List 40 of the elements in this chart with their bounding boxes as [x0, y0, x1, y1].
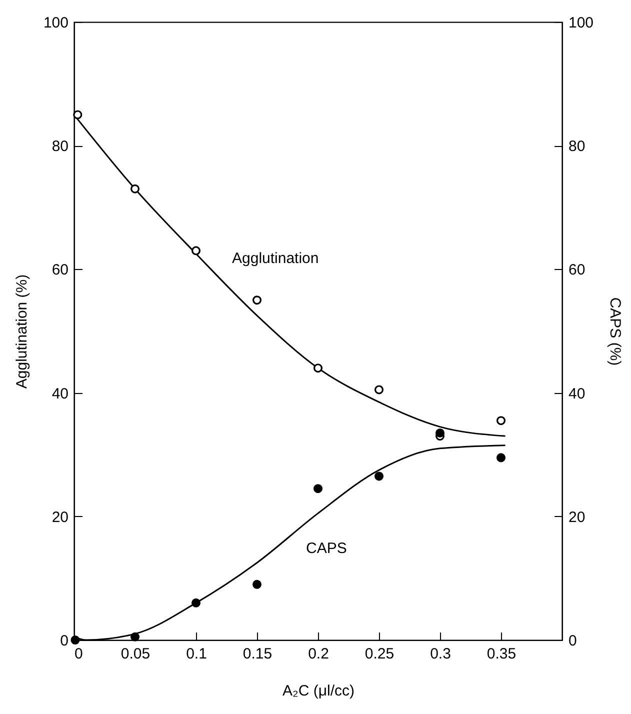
point [496, 416, 506, 426]
y2-tick-label: 0 [568, 632, 577, 650]
point [191, 246, 201, 256]
x-tick-label: 0.15 [242, 646, 272, 662]
y-tick-label: 100 [43, 14, 68, 32]
point [73, 110, 82, 120]
y2-tick-label: 20 [568, 508, 586, 526]
point [70, 636, 80, 644]
point [252, 296, 262, 305]
x-tick-label: 0.05 [120, 646, 150, 662]
point [252, 580, 262, 589]
y2-axis-title: CAPS (%) [606, 297, 624, 366]
y2-tick-label: 100 [568, 14, 594, 32]
y-tick-label: 20 [52, 508, 68, 526]
x-tick-label: 0.2 [308, 646, 329, 662]
point [130, 632, 140, 642]
y-tick-label: 0 [60, 632, 68, 650]
x-tick-label: 0.25 [364, 646, 394, 662]
point [496, 453, 506, 462]
x-tick-label: 0.1 [186, 646, 207, 662]
x-tick-label: 0 [74, 646, 83, 662]
y-tick-label: 40 [52, 385, 68, 402]
point [191, 598, 201, 608]
point [313, 364, 323, 373]
point [130, 184, 140, 194]
x-tick-label: 0.3 [430, 646, 451, 662]
x-tick-label: 0.35 [486, 646, 516, 662]
y-tick-label: 80 [52, 138, 68, 156]
annotation: CAPS [306, 540, 347, 557]
annotation: Agglutination [232, 250, 319, 267]
y-axis-title: Agglutination (%) [13, 274, 30, 389]
point [374, 385, 384, 394]
point [435, 428, 445, 438]
point [374, 472, 384, 481]
x-axis-title: A₂C (μl/cc) [282, 682, 354, 700]
y2-tick-label: 40 [568, 385, 586, 402]
point [313, 484, 323, 494]
y-tick-label: 60 [52, 262, 68, 279]
y2-tick-label: 60 [568, 262, 586, 279]
y2-tick-label: 80 [568, 138, 586, 156]
